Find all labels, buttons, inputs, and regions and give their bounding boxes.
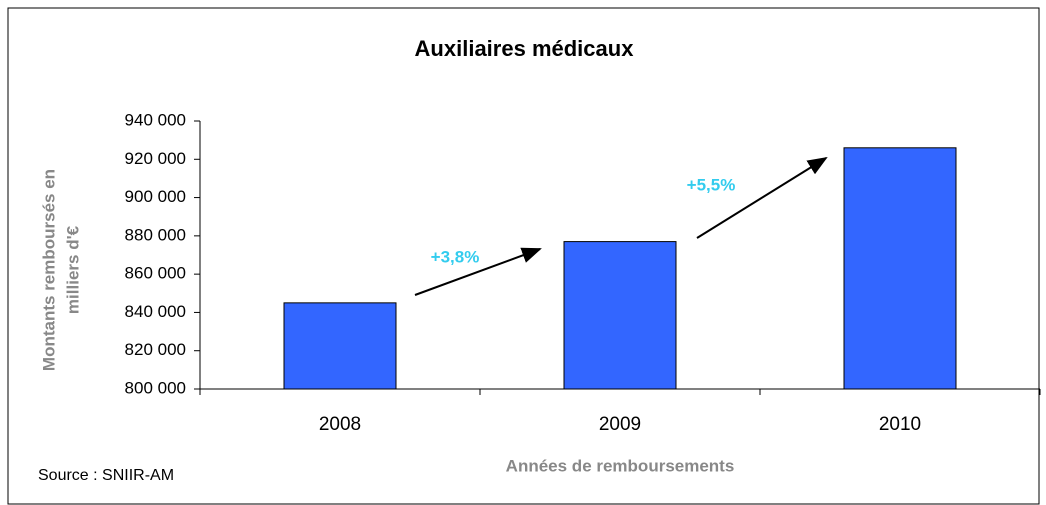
y-tick-label: 800 000: [125, 378, 186, 397]
bar: [283, 302, 397, 390]
bar: [843, 147, 957, 390]
y-tick-label: 940 000: [125, 110, 186, 129]
x-tick-label: 2008: [319, 414, 361, 435]
y-tick-label: 860 000: [125, 264, 186, 283]
arrow: [414, 247, 542, 296]
annotation: +3,8%: [431, 247, 480, 266]
x-axis-label: Années de remboursements: [506, 456, 735, 475]
x-tick-label: 2009: [599, 414, 641, 435]
y-tick-label: 900 000: [125, 187, 186, 206]
source: Source : SNIIR-AM: [38, 467, 174, 484]
y-tick-label: 920 000: [125, 149, 186, 168]
y-axis-label: milliers d'€: [63, 225, 82, 314]
y-axis-label: Montants remboursés en: [39, 169, 58, 371]
annotation: +5,5%: [687, 175, 736, 194]
y-tick-label: 840 000: [125, 302, 186, 321]
x-tick-label: 2010: [879, 414, 921, 435]
y-tick-label: 880 000: [125, 225, 186, 244]
y-tick-label: 820 000: [125, 340, 186, 359]
chart-title: Auxiliaires médicaux: [415, 36, 635, 61]
bar: [563, 241, 677, 390]
arrow: [696, 156, 828, 239]
